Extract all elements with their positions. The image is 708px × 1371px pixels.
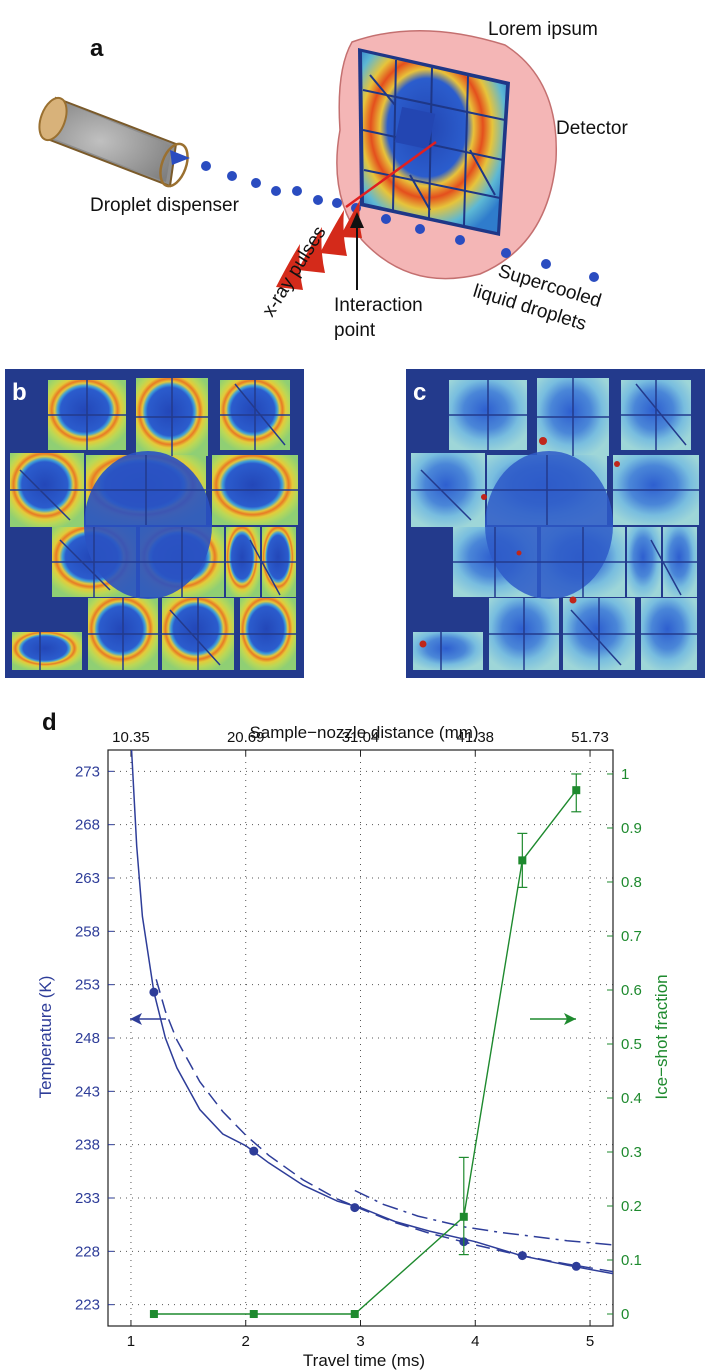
y2-tick-label: 1 xyxy=(621,766,629,783)
y2-tick-label: 0.6 xyxy=(621,982,642,999)
y2-tick-label: 0.2 xyxy=(621,1198,642,1215)
left-axis-arrow-icon xyxy=(130,1013,166,1025)
y-tick-label: 228 xyxy=(75,1243,100,1260)
detector-top-label: Lorem ipsum xyxy=(488,19,598,40)
panel-c-letter: c xyxy=(413,379,426,406)
y2-tick-label: 0 xyxy=(621,1306,629,1323)
droplet-dispenser-icon xyxy=(34,94,193,190)
y2-axis-label: Ice−shot fraction xyxy=(652,974,671,1099)
ice-fraction-data-point xyxy=(460,1213,468,1221)
y2-tick-label: 0.7 xyxy=(621,928,642,945)
y-tick-label: 238 xyxy=(75,1137,100,1154)
series-line-dashdot xyxy=(355,1191,613,1245)
y-tick-label: 253 xyxy=(75,977,100,994)
y2-tick-label: 0.1 xyxy=(621,1252,642,1269)
ice-fraction-data-point xyxy=(150,1310,158,1318)
ice-fraction-data-point xyxy=(572,786,580,794)
y2-tick-label: 0.5 xyxy=(621,1036,642,1053)
x2-tick-label: 51.73 xyxy=(571,729,609,746)
right-axis-arrow-icon xyxy=(530,1013,576,1025)
x-tick-label: 2 xyxy=(242,1333,250,1350)
ice-fraction-data-point xyxy=(351,1310,359,1318)
panel-d-letter: d xyxy=(42,709,57,736)
y-tick-label: 243 xyxy=(75,1083,100,1100)
panel-d: d Sample−nozzle distance (mm) Travel tim… xyxy=(36,709,671,1370)
x2-tick-label: 10.35 xyxy=(112,729,150,746)
detector-label: Detector xyxy=(556,118,628,139)
ice-fraction-data-point xyxy=(250,1310,258,1318)
panel-b-letter: b xyxy=(12,379,27,406)
y-tick-label: 258 xyxy=(75,923,100,940)
x-tick-label: 4 xyxy=(471,1333,479,1350)
series-line-line-markers xyxy=(154,790,576,1314)
panel-a-letter: a xyxy=(90,35,104,62)
x-tick-label: 5 xyxy=(586,1333,594,1350)
y-axis-label: Temperature (K) xyxy=(36,976,55,1099)
y2-tick-label: 0.8 xyxy=(621,874,642,891)
y-tick-label: 248 xyxy=(75,1030,100,1047)
y-tick-label: 223 xyxy=(75,1297,100,1314)
ice-fraction-data-point xyxy=(518,856,526,864)
interaction-label-line1: Interaction xyxy=(334,295,423,316)
panel-c: c xyxy=(406,369,705,678)
y-tick-label: 268 xyxy=(75,817,100,834)
interaction-label-line2: point xyxy=(334,320,376,341)
x2-tick-label: 20.69 xyxy=(227,729,265,746)
series-line-solid xyxy=(131,739,613,1273)
x2-tick-label: 31.04 xyxy=(342,729,380,746)
y-tick-label: 273 xyxy=(75,763,100,780)
dispenser-label: Droplet dispenser xyxy=(90,195,240,216)
panel-a: a Lorem ipsum Detector Droplet dispenser xyxy=(34,19,628,341)
x-tick-label: 3 xyxy=(356,1333,364,1350)
y-tick-label: 263 xyxy=(75,870,100,887)
y2-tick-label: 0.3 xyxy=(621,1144,642,1161)
x2-tick-label: 41.38 xyxy=(456,729,494,746)
y-tick-label: 233 xyxy=(75,1190,100,1207)
x-axis-label: Travel time (ms) xyxy=(303,1351,425,1370)
detector-illustration xyxy=(337,31,556,279)
y2-tick-label: 0.9 xyxy=(621,820,642,837)
series-line-dashed xyxy=(156,979,613,1271)
y2-tick-label: 0.4 xyxy=(621,1090,642,1107)
interaction-arrow xyxy=(350,212,364,290)
panel-b: b xyxy=(5,369,304,678)
chart-plot: 1 10.35 2 20.69 3 31.04 4 41.38 5 51.73 223 228 233 2… xyxy=(75,729,642,1350)
x-tick-label: 1 xyxy=(127,1333,135,1350)
